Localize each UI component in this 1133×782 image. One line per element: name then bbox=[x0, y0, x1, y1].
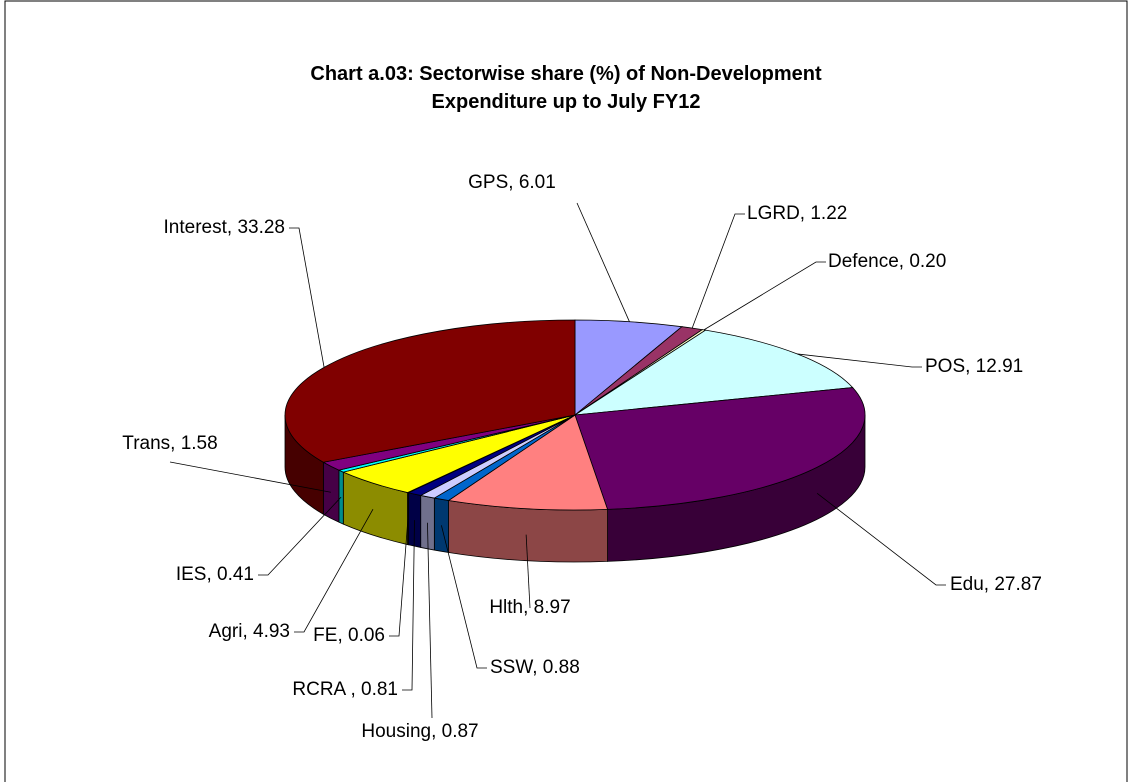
leader-line bbox=[427, 522, 433, 719]
leader-line bbox=[289, 227, 325, 368]
data-label: FE, 0.06 bbox=[313, 625, 385, 646]
data-label: Trans, 1.58 bbox=[122, 433, 217, 454]
data-label: Interest, 33.28 bbox=[164, 217, 285, 238]
leader-line bbox=[294, 508, 374, 633]
leader-line bbox=[169, 461, 331, 493]
data-label: GPS, 6.01 bbox=[468, 172, 556, 193]
slice: POS bbox=[574, 329, 854, 416]
leader-line bbox=[816, 492, 946, 586]
slice: Hlth bbox=[447, 414, 609, 511]
slice: Interest bbox=[284, 319, 576, 463]
leader-line bbox=[402, 520, 415, 691]
leader-line bbox=[691, 213, 745, 329]
data-label: LGRD, 1.22 bbox=[747, 203, 847, 224]
leader-line bbox=[389, 518, 409, 637]
chart-title: Chart a.03: Sectorwise share (%) of Non-… bbox=[310, 63, 822, 113]
leader-line bbox=[258, 496, 342, 576]
data-label: IES, 0.41 bbox=[176, 564, 254, 585]
data-label: RCRA , 0.81 bbox=[292, 679, 398, 700]
data-label: Defence, 0.20 bbox=[828, 251, 946, 272]
data-label: POS, 12.91 bbox=[925, 356, 1023, 377]
slice: Edu bbox=[574, 387, 866, 510]
data-label: Housing, 0.87 bbox=[361, 721, 478, 742]
slice-side bbox=[338, 469, 344, 525]
leader-line bbox=[525, 534, 531, 609]
leader-line bbox=[441, 525, 487, 669]
data-label: Edu, 27.87 bbox=[950, 574, 1042, 595]
data-label: SSW, 0.88 bbox=[490, 657, 580, 678]
data-label: Agri, 4.93 bbox=[209, 621, 290, 642]
leader-line bbox=[576, 202, 630, 322]
leader-line bbox=[703, 261, 826, 331]
leader-line bbox=[797, 353, 922, 368]
frame bbox=[4, 0, 1128, 782]
data-label: Hlth, 8.97 bbox=[489, 597, 570, 618]
